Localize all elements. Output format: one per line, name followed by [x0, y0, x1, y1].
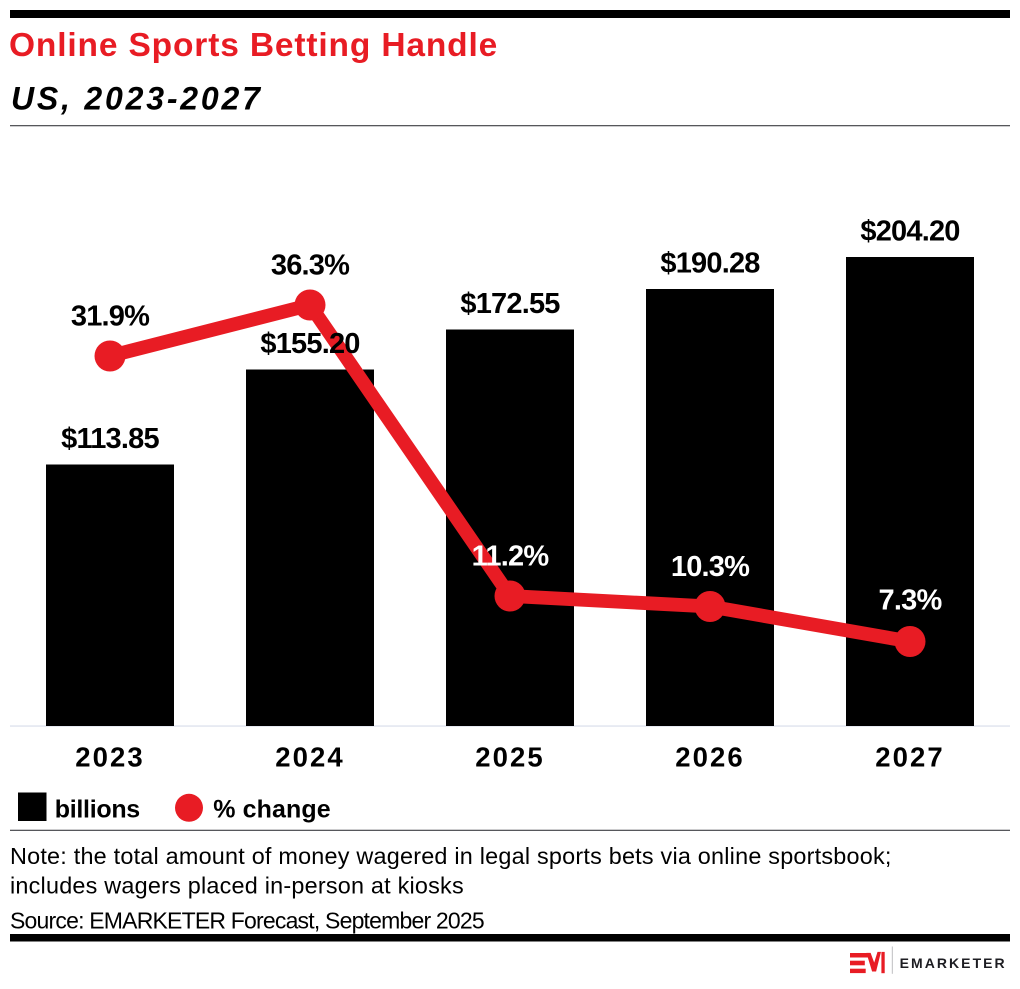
- svg-text:billions: billions: [55, 796, 140, 824]
- svg-text:US, 2023-2027: US, 2023-2027: [11, 80, 263, 116]
- svg-text:EMARKETER: EMARKETER: [900, 955, 1007, 971]
- svg-text:2023: 2023: [75, 742, 145, 773]
- svg-text:$190.28: $190.28: [660, 247, 760, 279]
- svg-text:2027: 2027: [875, 742, 945, 773]
- svg-text:36.3%: 36.3%: [271, 250, 350, 282]
- svg-text:Note: the total amount of mone: Note: the total amount of money wagered …: [10, 843, 892, 869]
- svg-text:$113.85: $113.85: [61, 423, 159, 455]
- svg-text:2026: 2026: [675, 742, 745, 773]
- svg-text:Online Sports Betting Handle: Online Sports Betting Handle: [9, 27, 498, 64]
- svg-text:11.2%: 11.2%: [472, 541, 550, 573]
- svg-text:10.3%: 10.3%: [671, 551, 750, 583]
- svg-text:Source: EMARKETER Forecast, Se: Source: EMARKETER Forecast, September 20…: [10, 908, 484, 934]
- svg-text:$172.55: $172.55: [460, 288, 560, 320]
- svg-text:includes wagers placed in-pers: includes wagers placed in-person at kios…: [10, 872, 464, 898]
- svg-text:$204.20: $204.20: [860, 215, 959, 247]
- svg-text:% change: % change: [213, 796, 330, 824]
- svg-text:$155.20: $155.20: [260, 328, 359, 360]
- svg-text:31.9%: 31.9%: [71, 301, 150, 333]
- svg-text:7.3%: 7.3%: [879, 585, 943, 617]
- svg-text:2025: 2025: [475, 742, 545, 773]
- svg-text:2024: 2024: [275, 742, 345, 773]
